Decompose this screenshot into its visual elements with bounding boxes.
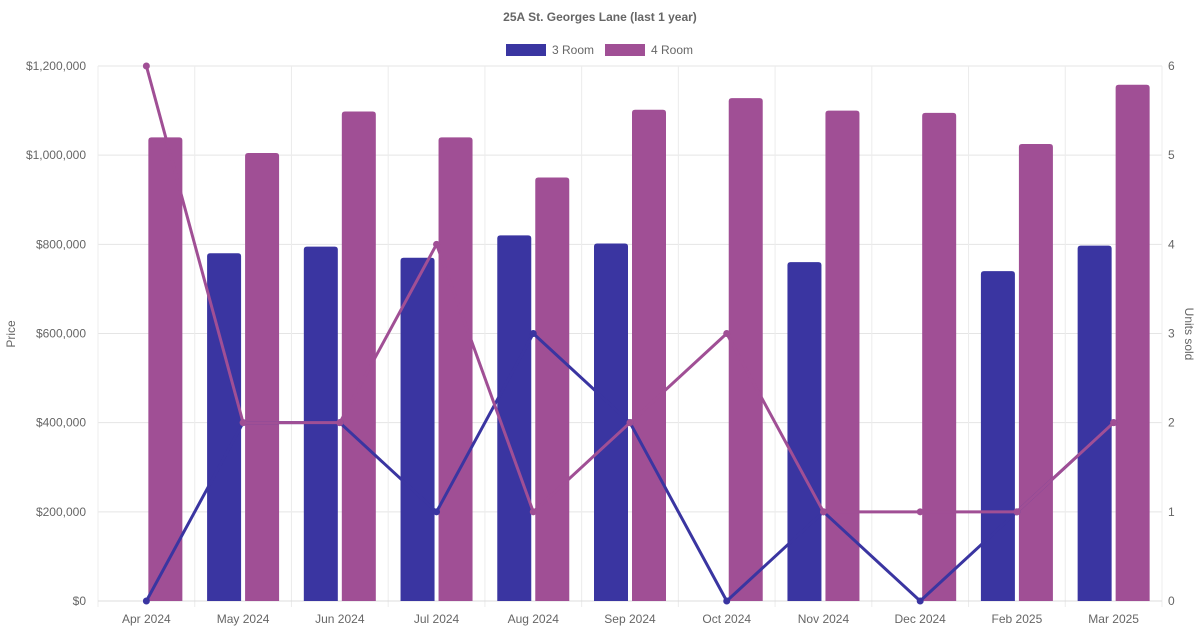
bar-3-room[interactable]	[497, 235, 532, 601]
x-tick-label: Nov 2024	[798, 612, 850, 626]
x-tick-label: Feb 2025	[992, 612, 1043, 626]
right-axis-ticks: 0 1 2 3 4 5 6	[1168, 59, 1175, 608]
legend-swatch-4-room[interactable]	[605, 44, 645, 56]
bar-3-room[interactable]	[207, 253, 242, 601]
bar-4-room[interactable]	[438, 137, 473, 602]
point-4-room-units[interactable]	[1013, 508, 1021, 516]
bar-4-room[interactable]	[825, 110, 860, 601]
x-tick-label: Oct 2024	[702, 612, 751, 626]
left-axis-title: Price	[4, 320, 18, 348]
bar-4-room[interactable]	[245, 152, 280, 601]
point-4-room-units[interactable]	[529, 508, 537, 516]
right-tick-label: 4	[1168, 237, 1175, 251]
x-tick-label: Jul 2024	[414, 612, 460, 626]
x-tick-label: Mar 2025	[1088, 612, 1139, 626]
right-axis-title: Units sold	[1182, 308, 1196, 361]
legend-swatch-3-room[interactable]	[506, 44, 546, 56]
bar-4-room[interactable]	[341, 111, 376, 601]
point-3-room-units[interactable]	[723, 597, 731, 605]
point-4-room-units[interactable]	[433, 240, 441, 248]
x-tick-label: Dec 2024	[894, 612, 946, 626]
bar-3-room[interactable]	[787, 262, 822, 601]
left-tick-label: $1,200,000	[26, 59, 86, 73]
legend-label-3-room[interactable]: 3 Room	[552, 43, 594, 57]
left-tick-label: $200,000	[36, 505, 86, 519]
x-tick-label: Sep 2024	[604, 612, 656, 626]
left-axis-ticks: $0 $200,000 $400,000 $600,000 $800,000 $1,000…	[26, 59, 86, 608]
point-4-room-units[interactable]	[916, 508, 924, 516]
bar-4-room[interactable]	[535, 177, 570, 602]
x-tick-label: Apr 2024	[122, 612, 171, 626]
bar-4-room[interactable]	[148, 137, 183, 602]
legend-label-4-room[interactable]: 4 Room	[651, 43, 693, 57]
bar-4-room[interactable]	[1115, 84, 1150, 602]
x-axis-ticks: Apr 2024 May 2024 Jun 2024 Jul 2024 Aug 2024…	[122, 612, 1139, 626]
point-3-room-units[interactable]	[142, 597, 150, 605]
bar-4-room[interactable]	[922, 112, 957, 601]
left-tick-label: $400,000	[36, 416, 86, 430]
point-3-room-units[interactable]	[433, 508, 441, 516]
lines	[142, 62, 1118, 605]
point-3-room-units[interactable]	[916, 597, 924, 605]
right-tick-label: 2	[1168, 416, 1175, 430]
legend[interactable]: 3 Room 4 Room	[506, 43, 693, 57]
right-tick-label: 3	[1168, 327, 1175, 341]
bar-3-room[interactable]	[1077, 245, 1112, 601]
point-4-room-units[interactable]	[239, 419, 247, 427]
bar-3-room[interactable]	[594, 243, 628, 602]
right-tick-label: 0	[1168, 594, 1175, 608]
point-4-room-units[interactable]	[336, 419, 344, 427]
left-tick-label: $600,000	[36, 327, 86, 341]
x-tick-label: Aug 2024	[508, 612, 560, 626]
left-tick-label: $0	[73, 594, 87, 608]
bar-3-room[interactable]	[400, 257, 435, 601]
right-tick-label: 5	[1168, 148, 1175, 162]
x-tick-label: Jun 2024	[315, 612, 365, 626]
right-tick-label: 1	[1168, 505, 1175, 519]
left-tick-label: $800,000	[36, 237, 86, 251]
bar-3-room[interactable]	[980, 271, 1015, 601]
right-tick-label: 6	[1168, 59, 1175, 73]
point-3-room-units[interactable]	[529, 330, 537, 337]
x-tick-label: May 2024	[217, 612, 270, 626]
bars	[148, 84, 1150, 602]
point-4-room-units[interactable]	[723, 330, 731, 337]
bar-4-room[interactable]	[728, 98, 763, 601]
point-4-room-units[interactable]	[1110, 419, 1118, 427]
left-tick-label: $1,000,000	[26, 148, 86, 162]
point-4-room-units[interactable]	[819, 508, 827, 516]
chart-title: 25A St. Georges Lane (last 1 year)	[503, 10, 697, 24]
bar-4-room[interactable]	[632, 109, 666, 602]
point-4-room-units[interactable]	[626, 419, 634, 427]
bar-4-room[interactable]	[1018, 144, 1053, 602]
point-4-room-units[interactable]	[142, 62, 150, 70]
